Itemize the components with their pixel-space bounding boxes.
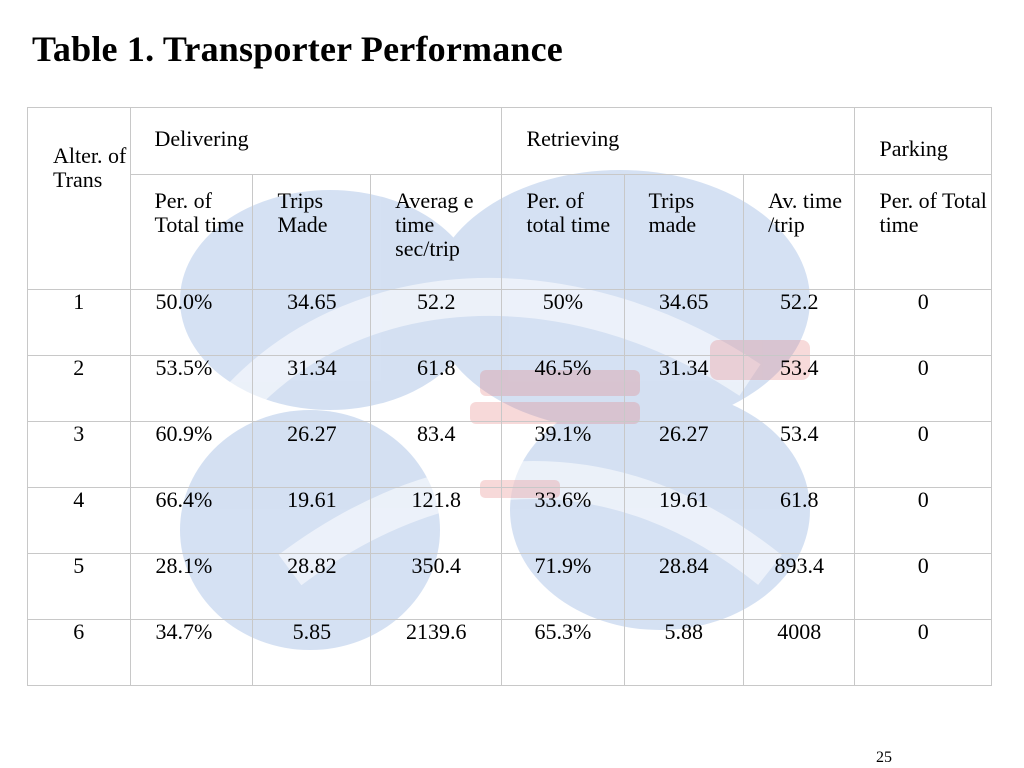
table-cell: 0 — [854, 619, 992, 686]
table-cell: 350.4 — [370, 553, 503, 620]
table-row: 2 53.5% 31.34 61.8 46.5% 31.34 53.4 0 — [27, 355, 992, 422]
group-header-delivering: Delivering — [129, 107, 503, 175]
table-cell: 0 — [854, 487, 992, 554]
table-cell: 893.4 — [743, 553, 856, 620]
alter-cell: 5 — [27, 553, 131, 620]
transporter-performance-table: Alter. of Trans Delivering Retrieving Pa… — [27, 107, 992, 686]
table-cell: 19.61 — [623, 487, 745, 554]
table-cell: 5.88 — [623, 619, 745, 686]
table-cell: 0 — [854, 553, 992, 620]
table-cell: 46.5% — [501, 355, 625, 422]
table-cell: 0 — [854, 421, 992, 488]
table-cell: 61.8 — [743, 487, 856, 554]
alter-cell: 1 — [27, 289, 131, 356]
table-cell: 61.8 — [370, 355, 503, 422]
alter-cell: 3 — [27, 421, 131, 488]
table-cell: 28.82 — [252, 553, 372, 620]
subheader-cell: Trips made — [623, 174, 745, 290]
table-cell: 31.34 — [252, 355, 372, 422]
table-cell: 60.9% — [129, 421, 254, 488]
table-row: 3 60.9% 26.27 83.4 39.1% 26.27 53.4 0 — [27, 421, 992, 488]
subheader-cell: Trips Made — [252, 174, 372, 290]
table-cell: 0 — [854, 289, 992, 356]
table-cell: 53.5% — [129, 355, 254, 422]
group-header-parking: Parking — [854, 107, 992, 175]
group-label: Delivering — [154, 126, 249, 151]
table-cell: 65.3% — [501, 619, 625, 686]
slide-title: Table 1. Transporter Performance — [32, 29, 563, 69]
table-cell: 19.61 — [252, 487, 372, 554]
table-cell: 31.34 — [623, 355, 745, 422]
table-row: 6 34.7% 5.85 2139.6 65.3% 5.88 4008 0 — [27, 619, 992, 686]
subheader-cell: Per. of Total time — [854, 174, 992, 290]
table-row: 4 66.4% 19.61 121.8 33.6% 19.61 61.8 0 — [27, 487, 992, 554]
subheader-cell: Per. of total time — [501, 174, 625, 290]
table-cell: 28.84 — [623, 553, 745, 620]
table-cell: 52.2 — [743, 289, 856, 356]
table-cell: 53.4 — [743, 421, 856, 488]
table-row: 1 50.0% 34.65 52.2 50% 34.65 52.2 0 — [27, 289, 992, 356]
table-cell: 0 — [854, 355, 992, 422]
table-cell: 83.4 — [370, 421, 503, 488]
table-cell: 33.6% — [501, 487, 625, 554]
table-cell: 26.27 — [252, 421, 372, 488]
table-cell: 50.0% — [129, 289, 254, 356]
table-cell: 53.4 — [743, 355, 856, 422]
table-cell: 34.7% — [129, 619, 254, 686]
alter-cell: 2 — [27, 355, 131, 422]
table-cell: 121.8 — [370, 487, 503, 554]
table-cell: 2139.6 — [370, 619, 503, 686]
table-cell: 26.27 — [623, 421, 745, 488]
group-label: Retrieving — [526, 126, 620, 151]
table-cell: 39.1% — [501, 421, 625, 488]
subheader-cell: Per. of Total time — [129, 174, 254, 290]
table-cell: 34.65 — [252, 289, 372, 356]
subheader-row: Per. of Total time Trips Made Averag e t… — [28, 174, 992, 290]
table-cell: 5.85 — [252, 619, 372, 686]
table-cell: 50% — [501, 289, 625, 356]
group-header-row: Alter. of Trans Delivering Retrieving Pa… — [27, 107, 992, 290]
group-header-retrieving: Retrieving — [501, 107, 856, 175]
alter-cell: 4 — [27, 487, 131, 554]
table-cell: 71.9% — [501, 553, 625, 620]
page-number: 25 — [876, 749, 892, 766]
table-cell: 52.2 — [370, 289, 503, 356]
table-cell: 66.4% — [129, 487, 254, 554]
alter-header: Alter. of Trans — [27, 107, 131, 290]
table-cell: 4008 — [743, 619, 856, 686]
table-cell: 34.65 — [623, 289, 745, 356]
table-cell: 28.1% — [129, 553, 254, 620]
group-label: Parking — [879, 136, 948, 161]
table-row: 5 28.1% 28.82 350.4 71.9% 28.84 893.4 0 — [27, 553, 992, 620]
subheader-cell: Averag e time sec/trip — [370, 174, 503, 290]
subheader-cell: Av. time /trip — [743, 174, 856, 290]
alter-cell: 6 — [27, 619, 131, 686]
